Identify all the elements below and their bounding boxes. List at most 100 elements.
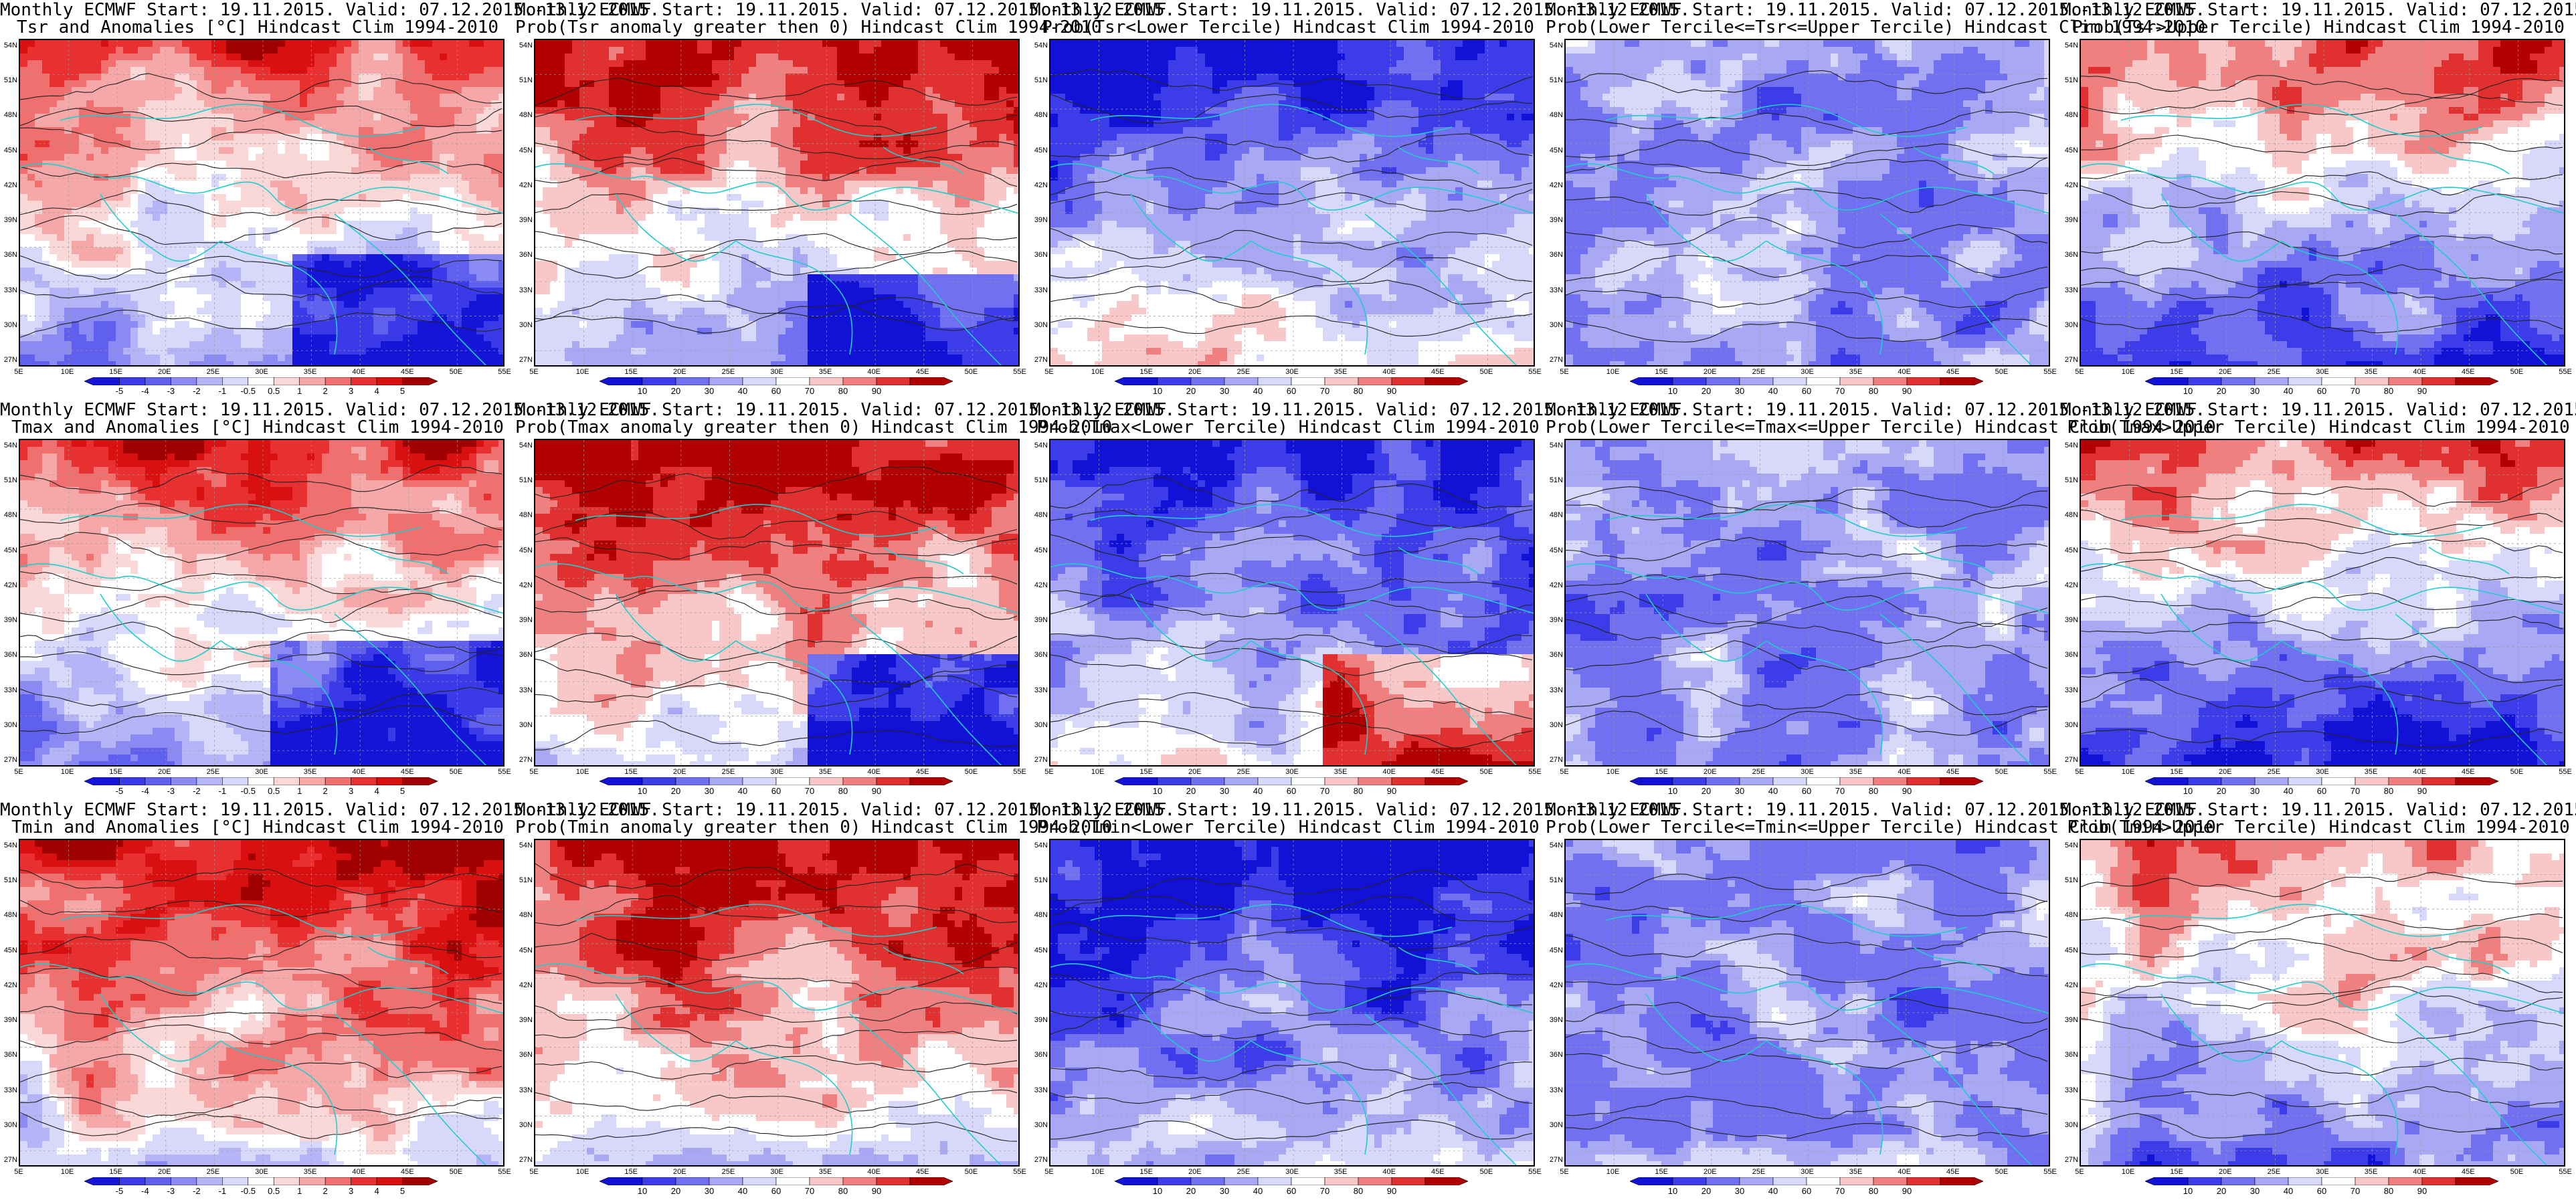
lon-label: 35E [1843,368,1869,376]
map-panel-tmin-4: Monthly ECMWF Start: 19.11.2015. Valid: … [1546,800,2216,1200]
colorbar-tick-label: 90 [1380,786,1404,796]
lon-label: 10E [1085,1168,1111,1176]
lon-label: 20E [1697,368,1724,376]
lat-label: 51N [2061,876,2078,884]
lon-label: 35E [812,768,839,776]
colorbar-tick-label: 30 [2243,386,2267,396]
lat-label: 42N [1546,581,1563,589]
colorbar-tick-label: 70 [1313,1186,1337,1196]
lat-label: 42N [1030,181,1048,189]
lon-label: 50E [442,768,469,776]
lon-label: 5E [1551,1168,1578,1176]
lat-label: 39N [2061,1016,2078,1024]
lat-label: 30N [1030,721,1048,729]
lat-label: 45N [2061,946,2078,955]
lon-label: 50E [957,1168,984,1176]
lat-label: 48N [0,511,17,519]
lon-label: 55E [2037,1168,2063,1176]
lon-label: 50E [1988,768,2015,776]
lat-label: 42N [0,581,17,589]
panel-title-line2: Prob(Tsr>Upper Tercile) Hindcast Clim 19… [2061,19,2576,37]
colorbar-tick-label: -5 [107,786,131,796]
lat-label: 39N [2061,616,2078,624]
lon-label: 55E [1522,1168,1548,1176]
colorbar-tick-label: 60 [1279,786,1303,796]
lon-label: 50E [2503,368,2530,376]
lon-label: 20E [2212,1168,2239,1176]
lat-label: 27N [515,356,533,364]
colorbar-tick-label: 20 [1694,1186,1718,1196]
lon-label: 40E [2406,768,2433,776]
colorbar [2145,377,2498,385]
lon-label: 35E [812,368,839,376]
panel-title-line1: Monthly ECMWF Start: 19.11.2015. Valid: … [1030,401,1690,419]
lat-label: 33N [1030,286,1048,294]
forecast-field [535,840,1018,1165]
colorbar-tick-label: 30 [697,786,721,796]
forecast-field [1050,40,1534,365]
lon-label: 40E [345,768,372,776]
colorbar-tick-label: 80 [1346,386,1370,396]
colorbar-tick-label: 40 [731,1186,755,1196]
lat-label: 30N [1030,321,1048,329]
colorbar-tick-label: 40 [1761,1186,1785,1196]
lat-label: 45N [515,546,533,555]
lon-label: 20E [666,368,693,376]
colorbar-tick-label: 90 [864,1186,889,1196]
lat-label: 27N [1030,756,1048,764]
lon-label: 5E [521,768,547,776]
colorbar-tick-label: -2 [185,786,209,796]
forecast-map [2080,839,2565,1167]
lon-label: 10E [1600,1168,1627,1176]
colorbar-tick-label: 80 [1861,786,1885,796]
lat-label: 54N [0,41,17,49]
lon-label: 55E [1006,1168,1033,1176]
lat-label: 42N [2061,981,2078,989]
lon-label: 15E [618,368,644,376]
forecast-field [20,440,503,765]
colorbar-tick-label: 10 [1661,786,1685,796]
colorbar-tick-label: 30 [2243,786,2267,796]
colorbar-tick-label: 60 [2310,786,2334,796]
lat-label: 27N [515,1156,533,1164]
colorbar-tick-label: -4 [133,1186,157,1196]
lon-label: 40E [860,768,887,776]
lat-label: 45N [515,146,533,155]
panel-title-line2: Prob(Tmin>Upper Tercile) Hindcast Clim 1… [2061,819,2576,837]
map-panel-tsr-1: Monthly ECMWF Start: 19.11.2015. Valid: … [0,0,660,400]
map-panel-tmax-5: Monthly ECMWF Start: 19.11.2015. Valid: … [2061,400,2576,800]
lat-label: 42N [1546,981,1563,989]
panel-title-line1: Monthly ECMWF Start: 19.11.2015. Valid: … [1030,801,1690,819]
forecast-map [19,39,504,367]
lon-label: 30E [248,368,275,376]
panel-title-line2: Prob(Tmax>Upper Tercile) Hindcast Clim 1… [2061,419,2576,437]
lat-label: 33N [2061,686,2078,694]
colorbar-tick-label: 10 [630,386,654,396]
map-panel-tmin-2: Monthly ECMWF Start: 19.11.2015. Valid: … [515,800,1175,1200]
colorbar-tick-label: 60 [1795,1186,1819,1196]
lat-label: 54N [1546,41,1563,49]
lat-label: 54N [515,441,533,449]
forecast-map [19,839,504,1167]
colorbar-tick-label: 2 [313,386,337,396]
colorbar-tick-label: 5 [391,786,415,796]
colorbar-tick-label: 1 [288,386,312,396]
lon-label: 55E [2037,368,2063,376]
colorbar-tick-label: 30 [697,1186,721,1196]
forecast-map [19,439,504,767]
lat-label: 39N [1030,216,1048,224]
lon-label: 5E [1551,768,1578,776]
colorbar-tick-label: 40 [731,386,755,396]
map-panel-tmax-1: Monthly ECMWF Start: 19.11.2015. Valid: … [0,400,660,800]
colorbar-tick-label: 40 [1761,786,1785,796]
lon-label: 30E [2309,368,2336,376]
colorbar [1115,777,1468,785]
lon-label: 40E [1376,368,1402,376]
lon-label: 30E [1279,768,1305,776]
colorbar-tick-label: 10 [1145,386,1170,396]
lat-label: 27N [2061,356,2078,364]
colorbar-tick-label: -1 [210,786,234,796]
colorbar-tick-label: 0.5 [262,1186,286,1196]
lat-label: 27N [515,756,533,764]
colorbar-tick-label: 10 [630,1186,654,1196]
